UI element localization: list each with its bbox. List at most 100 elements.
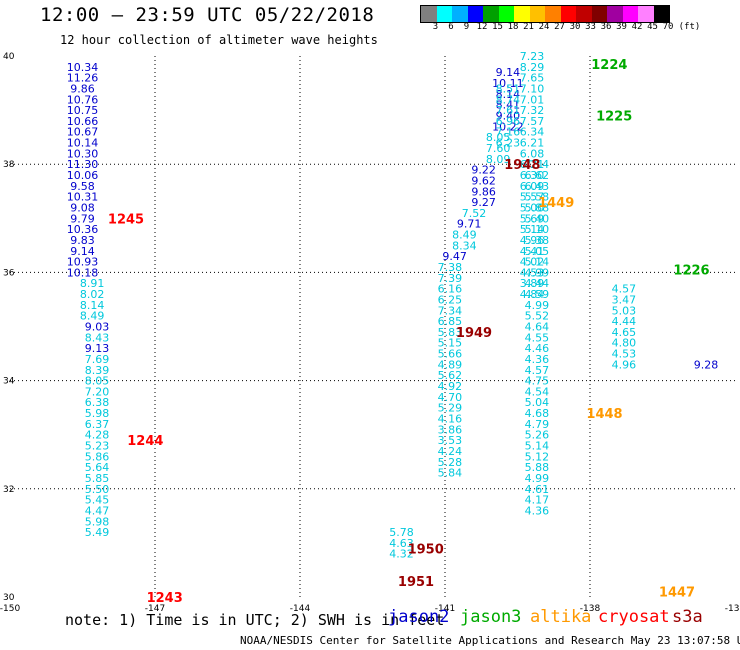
- wave-height-value: 4.41: [520, 245, 545, 258]
- wave-height-value: 3.89: [520, 277, 545, 290]
- wave-height-value: 4.57: [525, 364, 550, 377]
- color-scale-tick: 42: [631, 22, 643, 32]
- legend-entry-s3a: s3a: [672, 607, 703, 627]
- y-tick-label: 32: [3, 485, 14, 495]
- wave-height-value: 7.34: [438, 304, 463, 317]
- wave-height-value: 6.37: [85, 418, 110, 431]
- wave-height-value: 7.01: [520, 93, 545, 106]
- wave-height-value: 7.65: [520, 72, 545, 85]
- color-swatch: [591, 6, 607, 22]
- wave-height-value: 4.99: [525, 299, 550, 312]
- wave-height-value: 3.53: [438, 434, 463, 447]
- wave-height-value: 4.44: [612, 315, 637, 328]
- wave-height-value: 10.11: [492, 77, 524, 90]
- wave-height-value: 9.03: [85, 321, 110, 334]
- wave-height-value: 5.00: [520, 201, 545, 214]
- color-scale-tick: 70: [662, 22, 674, 32]
- wave-height-value: 7.10: [520, 82, 545, 95]
- wave-height-value: 4.57: [612, 283, 637, 296]
- wave-height-value: 8.41: [496, 99, 521, 112]
- wave-height-value: 8.09: [486, 153, 511, 166]
- color-scale-tick: 27: [554, 22, 565, 32]
- wave-height-value: 5.23: [85, 440, 110, 453]
- wave-height-value: 8.14: [80, 299, 105, 312]
- wave-height-value: 4.36: [525, 353, 550, 366]
- wave-height-value: 4.47: [85, 504, 110, 517]
- wave-height-value: 5.88: [525, 201, 550, 214]
- wave-height-value: 4.61: [525, 483, 550, 496]
- color-scale-tick: 3: [432, 22, 439, 32]
- wave-height-value: 5.83: [438, 326, 463, 339]
- wave-height-value: 10.06: [67, 169, 99, 182]
- pass-time-label: 1950: [408, 542, 444, 557]
- y-tick-label: 40: [3, 52, 15, 62]
- wave-height-value: 5.62: [438, 369, 463, 382]
- wave-height-value: 4.84: [520, 288, 545, 301]
- wave-height-value: 9.22: [471, 164, 496, 177]
- pass-time-label: 1448: [586, 407, 622, 422]
- wave-height-value: 5.86: [85, 450, 110, 463]
- wave-height-value: 4.89: [438, 358, 463, 371]
- wave-height-value: 9.40: [496, 110, 521, 123]
- x-tick-label: -147: [145, 604, 165, 614]
- wave-height-value: 4.44: [525, 277, 550, 290]
- wave-height-value: 4.65: [612, 326, 637, 339]
- wave-height-value: 9.14: [496, 66, 521, 79]
- wave-height-value: 4.17: [525, 494, 550, 507]
- wave-height-value: 6.85: [438, 315, 463, 328]
- wave-height-value: 11.30: [67, 158, 99, 171]
- x-tick-label: -135: [725, 604, 740, 614]
- wave-height-value: 10.30: [67, 147, 99, 160]
- color-swatch: [607, 6, 623, 22]
- color-swatch: [483, 6, 499, 22]
- wave-height-value: 9.71: [457, 218, 482, 231]
- wave-height-value: 4.55: [525, 331, 550, 344]
- pass-time-label: 1244: [127, 434, 163, 449]
- wave-height-value: 10.66: [67, 115, 99, 128]
- wave-height-value: 5.45: [85, 494, 110, 507]
- y-tick-label: 30: [3, 593, 15, 603]
- color-scale-tick: 18: [507, 22, 519, 32]
- wave-height-value: 6.43: [525, 180, 550, 193]
- wave-height-value: 9.83: [70, 234, 95, 247]
- legend-entry-altika: altika: [530, 607, 592, 627]
- wave-height-value: 7.16: [496, 126, 521, 139]
- wave-height-value: 7.57: [520, 115, 545, 128]
- wave-height-value: 10.75: [67, 104, 99, 117]
- wave-height-value: 5.12: [525, 450, 550, 463]
- wave-height-value: 10.93: [67, 256, 99, 269]
- wave-height-value: 6.16: [438, 283, 463, 296]
- color-swatch: [436, 6, 452, 22]
- color-swatch: [622, 6, 638, 22]
- color-scale-tick: 12: [476, 22, 488, 32]
- color-scale-tick: 39: [616, 22, 627, 32]
- wave-height-value: 5.98: [85, 407, 110, 420]
- wave-height-value: 5.26: [525, 429, 550, 442]
- wave-height-value: 4.96: [520, 234, 545, 247]
- wave-height-value: 4.28: [85, 429, 110, 442]
- pass-time-label: 1449: [538, 196, 574, 211]
- page-subtitle: 12 hour collection of altimeter wave hei…: [60, 33, 378, 47]
- wave-height-value: 5.98: [85, 515, 110, 528]
- wave-height-value: 5.69: [520, 212, 545, 225]
- pass-time-label: 1226: [673, 264, 709, 279]
- wave-height-value: 4.99: [525, 472, 550, 485]
- wave-height-value: 9.28: [694, 358, 719, 371]
- wave-height-value: 5.38: [525, 234, 550, 247]
- wave-height-value: 4.16: [438, 412, 463, 425]
- wave-height-value: 8.05: [486, 131, 511, 144]
- wave-height-value: 8.43: [85, 331, 110, 344]
- wave-height-value: 9.14: [70, 245, 95, 258]
- color-scale-tick: (ft): [678, 22, 701, 32]
- wave-height-value: 4.53: [612, 348, 637, 361]
- wave-height-value: 9.79: [70, 212, 95, 225]
- wave-height-value: 5.64: [85, 461, 110, 474]
- wave-height-value: 5.28: [438, 456, 463, 469]
- wave-height-value: 7.60: [486, 142, 511, 155]
- pass-time-label: 1243: [147, 591, 183, 606]
- wave-height-value: 5.40: [525, 212, 550, 225]
- wave-height-value: 9.47: [442, 250, 467, 263]
- wave-height-value: 6.34: [520, 126, 545, 139]
- color-swatch: [467, 6, 483, 22]
